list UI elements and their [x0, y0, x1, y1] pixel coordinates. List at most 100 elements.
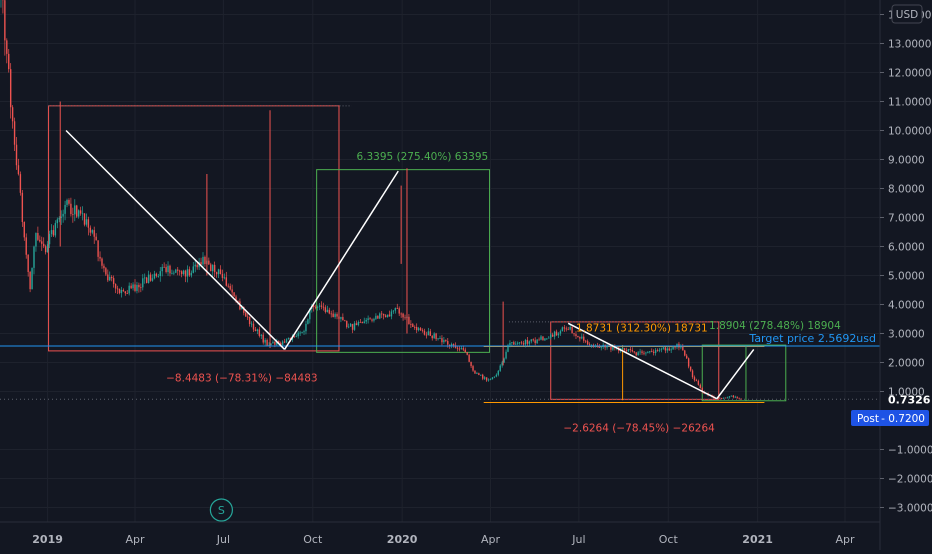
- candle-body: [445, 340, 446, 341]
- candle-body: [43, 244, 44, 246]
- candle-body: [672, 347, 673, 350]
- candle-body: [109, 277, 110, 280]
- measurement-label: −8.4483 (−78.31%) −84483: [166, 372, 317, 384]
- candle-body: [39, 240, 40, 242]
- candle-body: [167, 266, 168, 272]
- candle-body: [412, 324, 413, 327]
- candle-body: [22, 193, 23, 222]
- candle-body: [130, 286, 131, 288]
- candle-body: [288, 338, 289, 339]
- measurement-label: 6.3395 (275.40%) 63395: [356, 151, 488, 163]
- candle-body: [399, 308, 400, 313]
- candle-body: [542, 336, 543, 340]
- candle-body: [571, 327, 572, 333]
- candle-body: [274, 342, 275, 345]
- candle-body: [404, 317, 405, 318]
- candle-body: [577, 336, 578, 337]
- candle-body: [313, 306, 314, 307]
- candle-body: [142, 278, 143, 287]
- candle-body: [579, 337, 580, 338]
- candle-body: [562, 327, 563, 331]
- candle-body: [694, 377, 695, 380]
- candle-body: [533, 339, 534, 340]
- candle-body: [128, 286, 129, 294]
- measurement-label: 1.8731 (312.30%) 18731: [576, 322, 708, 334]
- candle-body: [585, 341, 586, 342]
- candle-body: [146, 278, 147, 283]
- candle-body: [31, 268, 32, 289]
- time-tick-label: Oct: [659, 533, 679, 546]
- candle-body: [10, 69, 11, 107]
- price-tick-label: 13.0000: [888, 39, 931, 51]
- candle-body: [461, 348, 462, 349]
- candle-body: [459, 349, 460, 350]
- candle-body: [443, 340, 444, 342]
- candle-body: [138, 285, 139, 287]
- candle-body: [264, 340, 265, 343]
- candle-body: [132, 284, 133, 288]
- candle-body: [569, 327, 570, 330]
- candle-body: [323, 307, 324, 308]
- candle-body: [680, 346, 681, 347]
- candle-body: [657, 350, 658, 351]
- candle-body: [641, 352, 642, 353]
- candle-body: [64, 205, 65, 214]
- candle-body: [550, 335, 551, 338]
- candle-body: [173, 273, 174, 274]
- candle-body: [731, 396, 732, 397]
- candle-body: [251, 324, 252, 325]
- candle-body: [196, 265, 197, 268]
- candle-body: [294, 336, 295, 337]
- candle-body: [342, 317, 343, 320]
- candle-body: [486, 377, 487, 380]
- candle-body: [200, 262, 201, 264]
- candle-body: [115, 284, 116, 288]
- candle-body: [121, 290, 122, 293]
- candle-body: [540, 336, 541, 339]
- candle-body: [636, 352, 637, 355]
- candle-body: [393, 311, 394, 312]
- candle-body: [645, 353, 646, 354]
- candle-body: [548, 338, 549, 339]
- candle-body: [531, 339, 532, 341]
- candle-body: [379, 314, 380, 319]
- candle-body: [18, 165, 19, 174]
- candle-body: [154, 274, 155, 279]
- candle-body: [169, 266, 170, 274]
- candle-body: [420, 328, 421, 330]
- candle-body: [581, 337, 582, 339]
- price-tick-label: −1.0000: [888, 445, 932, 457]
- candle-body: [529, 341, 530, 343]
- candle-body: [84, 213, 85, 224]
- candle-body: [226, 277, 227, 285]
- candle-body: [601, 347, 602, 348]
- candle-body: [723, 398, 724, 399]
- candle-body: [498, 371, 499, 375]
- candle-body: [282, 341, 283, 344]
- candle-body: [725, 398, 726, 399]
- candle-body: [24, 222, 25, 237]
- candle-body: [49, 234, 50, 244]
- post-market-value: - 0.7200: [881, 413, 925, 425]
- candle-body: [165, 267, 166, 272]
- candle-body: [16, 145, 17, 166]
- time-tick-label: Apr: [125, 533, 145, 546]
- candle-body: [331, 313, 332, 314]
- candle-body: [670, 349, 671, 350]
- candle-body: [690, 367, 691, 371]
- candle-body: [364, 322, 365, 324]
- candle-body: [99, 257, 100, 259]
- candle-body: [391, 311, 392, 316]
- price-tick-label: 5.0000: [888, 271, 925, 283]
- candle-body: [26, 237, 27, 254]
- candle-body: [447, 341, 448, 345]
- time-tick-label: 2019: [32, 533, 63, 546]
- candle-body: [515, 344, 516, 345]
- candle-body: [218, 269, 219, 274]
- candle-body: [27, 255, 28, 272]
- candle-body: [94, 230, 95, 237]
- time-tick-label: 2020: [387, 533, 418, 546]
- candle-body: [245, 313, 246, 317]
